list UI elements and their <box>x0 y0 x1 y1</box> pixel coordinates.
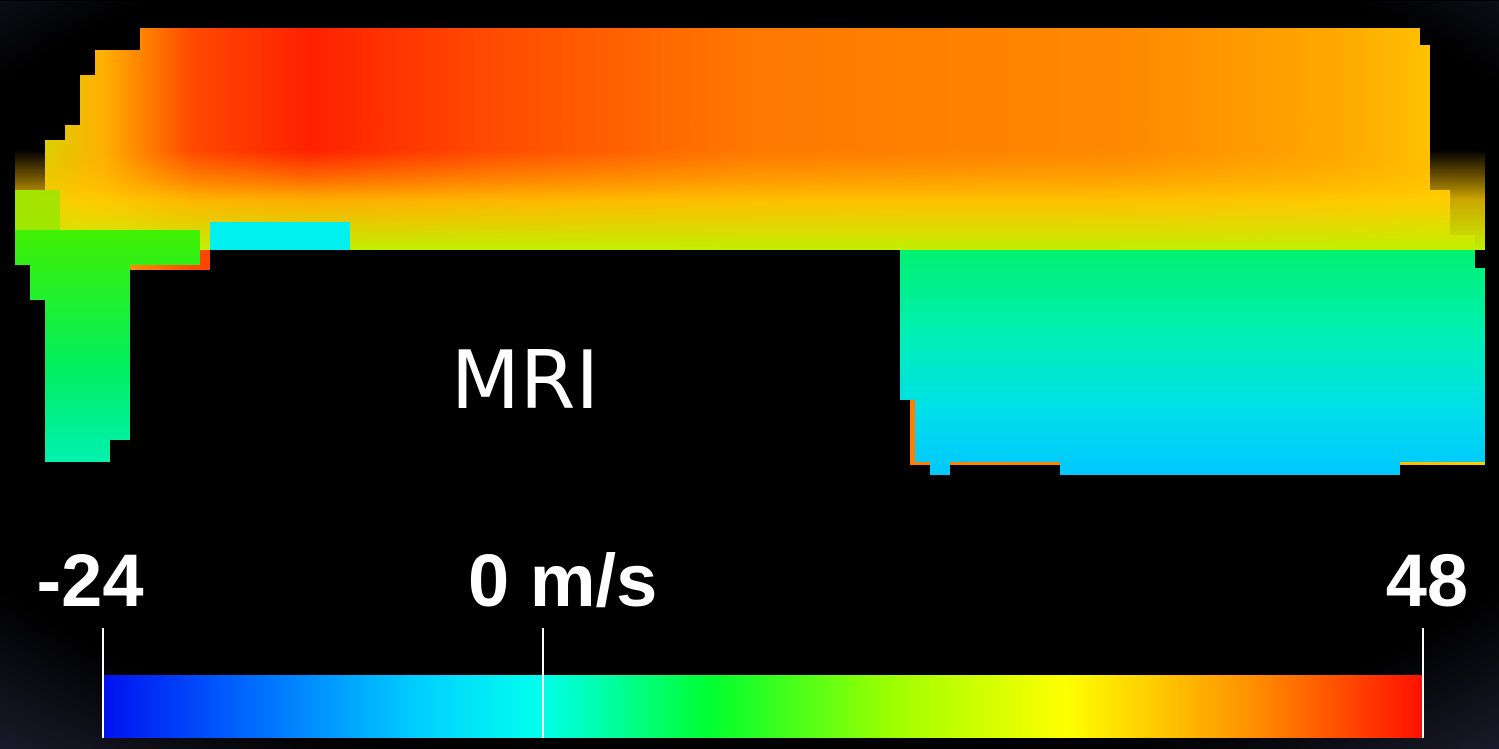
colorbar-gradient <box>103 675 1423 738</box>
figure: MRI -24 0 m/s 48 <box>0 0 1499 749</box>
image-label: MRI <box>451 334 599 427</box>
colorbar-tick-label: -24 <box>37 539 144 622</box>
colorbar-tick-label: 0 m/s <box>468 539 657 622</box>
colorbar-tick-label: 48 <box>1386 539 1468 622</box>
spacer <box>0 0 1499 1</box>
field-right-block <box>900 250 1485 475</box>
page: MRI -240 m/s48 (() => { const data = JSO… <box>0 0 1499 749</box>
field-cyan-strip <box>210 222 350 250</box>
